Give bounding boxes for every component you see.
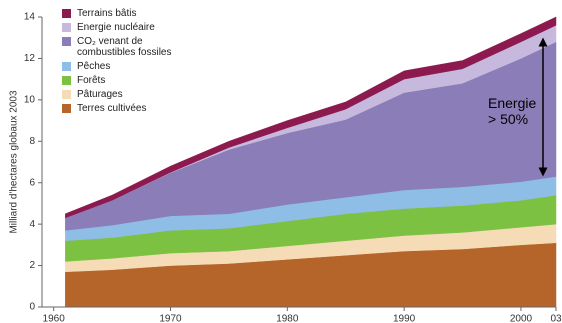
x-tick-label: 1990 [393, 314, 416, 323]
legend-label: Terres cultivées [77, 103, 147, 114]
legend-label: Pêches [77, 61, 111, 72]
legend-swatch [62, 76, 71, 85]
y-tick-label: 0 [29, 302, 35, 313]
y-axis-label: Milliard d'hectares globaux 2003 [9, 90, 20, 234]
x-tick-label: 1980 [276, 314, 299, 323]
legend-label: Forêts [77, 75, 106, 86]
y-tick-label: 2 [29, 260, 35, 271]
legend-item: Forêts [62, 75, 202, 86]
annotation: Energie > 50% [488, 95, 537, 127]
legend-swatch [62, 104, 71, 113]
legend-label: Terrains bâtis [77, 8, 137, 19]
x-tick-label: 2000 [510, 314, 533, 323]
y-tick-label: 12 [24, 53, 36, 64]
legend-item: Terrains bâtis [62, 8, 202, 19]
legend-swatch [62, 23, 71, 32]
legend-item: Pâturages [62, 89, 202, 100]
legend-item: Terres cultivées [62, 103, 202, 114]
legend-item: CO₂ venant de combustibles fossiles [62, 36, 202, 58]
legend-swatch [62, 90, 71, 99]
y-tick-label: 10 [24, 94, 36, 105]
legend-swatch [62, 9, 71, 18]
y-tick-label: 8 [29, 136, 35, 147]
legend-swatch [62, 62, 71, 71]
areas [65, 16, 557, 308]
legend: Terrains bâtis Energie nucléaire CO₂ venan… [62, 8, 202, 117]
legend-item: Energie nucléaire [62, 22, 202, 33]
area [65, 16, 557, 219]
x-tick-label: 1970 [159, 314, 182, 323]
legend-swatch [62, 37, 71, 46]
legend-item: Pêches [62, 61, 202, 72]
x-tick-label: 03 [550, 314, 562, 323]
y-tick-label: 4 [29, 219, 35, 230]
y-tick-label: 14 [24, 12, 36, 23]
y-tick-label: 6 [29, 177, 35, 188]
legend-label: Energie nucléaire [77, 22, 155, 33]
legend-label: CO₂ venant de combustibles fossiles [77, 36, 172, 58]
legend-label: Pâturages [77, 89, 123, 100]
x-tick-label: 1960 [43, 314, 66, 323]
